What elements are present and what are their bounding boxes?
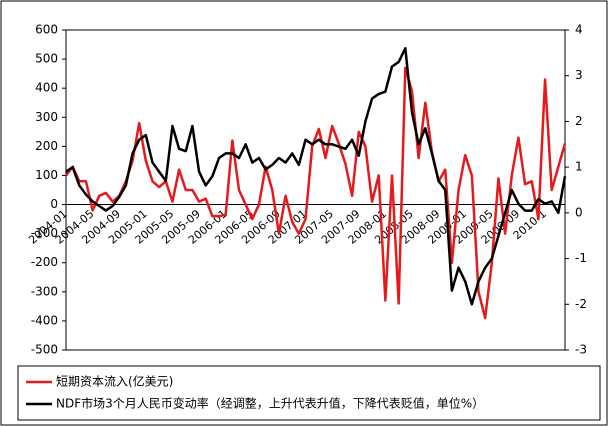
y-tick-label: 0 [50,197,58,211]
y-tick-label: 500 [35,52,58,66]
y-tick-label: 200 [35,139,58,153]
series-line [65,47,567,306]
y2-tick-label: -2 [575,297,587,311]
y-tick-label: -200 [31,255,58,269]
y-tick-label: -300 [31,284,58,298]
y-tick-label: 400 [35,81,58,95]
y2-tick-label: 4 [575,23,583,37]
y-tick-label: -400 [31,313,58,327]
y2-tick-label: 3 [575,68,583,82]
y-tick-label: 600 [35,23,58,37]
series-line [65,66,567,320]
y2-tick-label: 1 [575,160,583,174]
y2-tick-label: 2 [575,114,583,128]
y-tick-label: -500 [31,343,58,357]
legend-box [17,365,601,421]
legend-label: NDF市场3个月人民币变动率（经调整，上升代表升值，下降代表贬值，单位%） [56,396,484,411]
y-tick-label: -100 [31,226,58,240]
y2-tick-label: 0 [575,205,583,219]
y-tick-label: 300 [35,110,58,124]
y2-tick-label: -3 [575,343,587,357]
y-tick-label: 100 [35,168,58,182]
legend-label: 短期资本流入(亿美元) [56,374,173,389]
plot-frame [65,29,566,351]
y2-tick-label: -1 [575,251,587,265]
